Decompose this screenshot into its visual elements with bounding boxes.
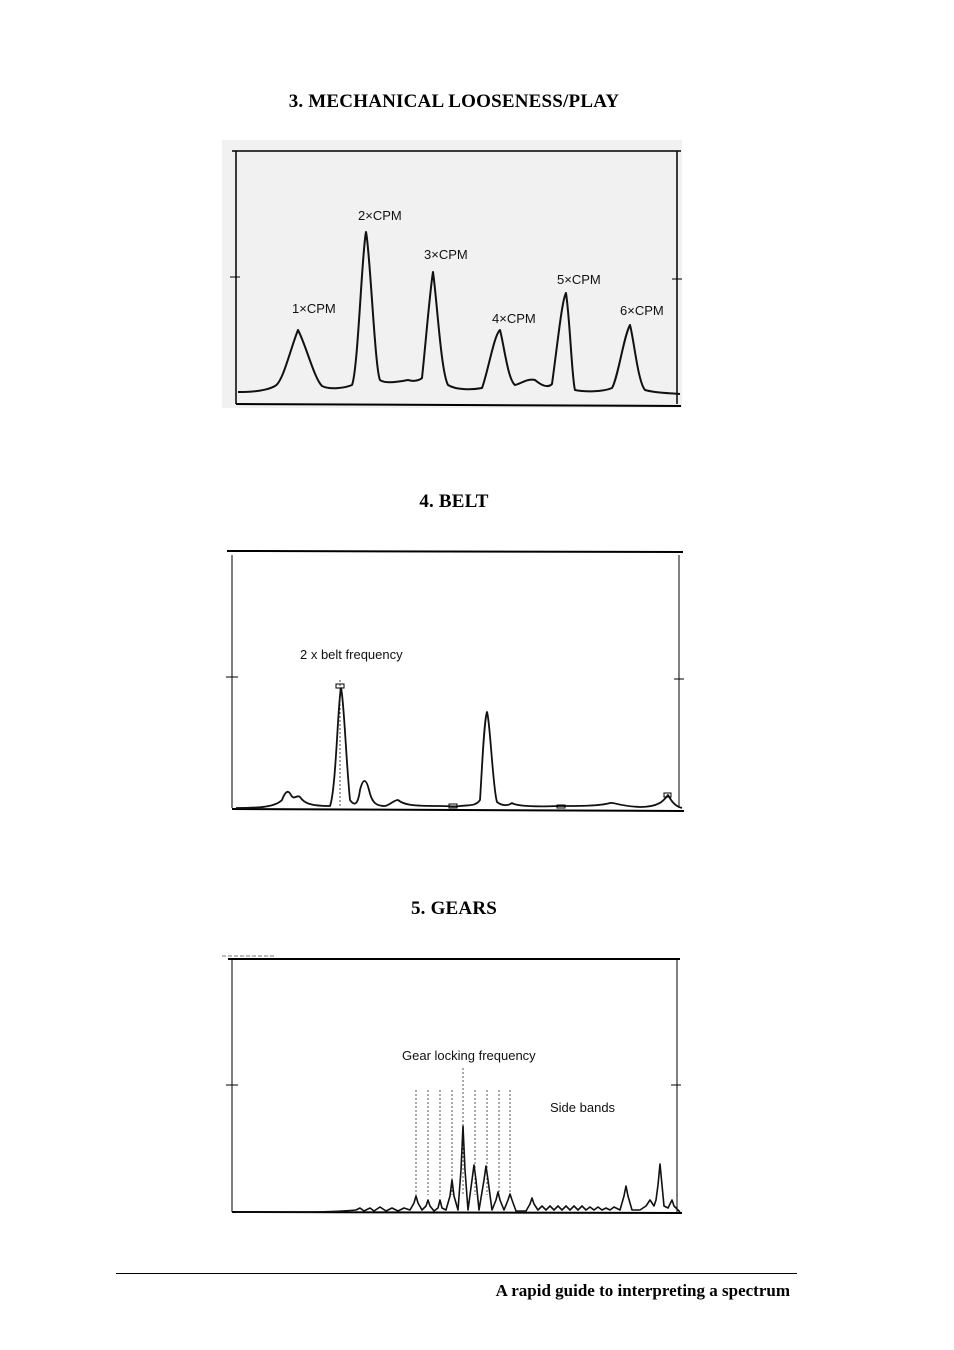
annotation-1x-cpm: 1×CPM — [292, 301, 336, 316]
small-marker — [448, 803, 458, 809]
spectrum-trace — [237, 231, 681, 395]
plot-baseline — [235, 403, 682, 407]
footer-rule — [116, 1273, 797, 1274]
annotation-6x-cpm: 6×CPM — [620, 303, 664, 318]
footer-caption: A rapid guide to interpreting a spectrum — [495, 1281, 790, 1300]
annotation-5x-cpm: 5×CPM — [557, 272, 601, 287]
section-title-mechanical-looseness: 3. MECHANICAL LOOSENESS/PLAY — [288, 91, 620, 112]
small-marker — [556, 804, 566, 809]
annotation-side-bands: Side bands — [550, 1100, 616, 1115]
plot-baseline — [231, 808, 685, 812]
spectrum-trace — [236, 1125, 681, 1213]
annotation-2x-belt-frequency: 2 x belt frequency — [300, 647, 403, 662]
annotation-gear-locking-frequency: Gear locking frequency — [402, 1048, 536, 1063]
section-title-gears: 5. GEARS — [410, 898, 498, 919]
section-title-belt: 4. BELT — [419, 491, 489, 512]
plot-frame — [222, 140, 682, 408]
spectrum-trace — [235, 687, 683, 809]
annotation-3x-cpm: 3×CPM — [424, 247, 468, 262]
annotation-2x-cpm: 2×CPM — [358, 208, 402, 223]
peak-marker — [335, 683, 345, 689]
small-marker — [663, 792, 672, 798]
plot-top-border — [226, 550, 684, 553]
sideband-guide-lines — [415, 1068, 511, 1195]
annotation-4x-cpm: 4×CPM — [492, 311, 536, 326]
